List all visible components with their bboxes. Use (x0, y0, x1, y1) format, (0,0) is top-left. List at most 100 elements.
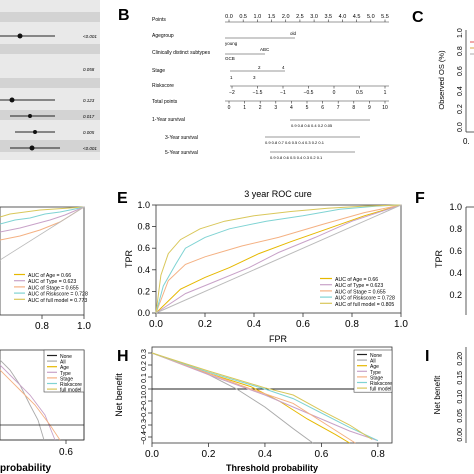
dca-axis-ticks: 0.0 0.2 0.4 0.6 0.8−0.4−0.3−0.2−0.10.00.10.2… (141, 349, 385, 460)
points-axis-ticks: 0.0 0.5 1.0 1.5 2.0 2.5 3.0 3.5 4.0 4.5 5.0 5.5 (225, 14, 389, 22)
forest-pvalue: 0.123 (83, 98, 95, 103)
subtype-level: ABC (260, 47, 270, 52)
right-dca-ylabel: Net benefit (433, 375, 442, 414)
roc-y-tick-label: 0.8 (137, 222, 150, 232)
roc-panel-e: E 3 year ROC cure TPR FPR 0.0 0.2 0.4 0.6 0.… (117, 189, 408, 344)
stage-level: 2 (258, 65, 261, 70)
roc-panel-f-fragment: F TPR 1.0 0.8 0.6 0.4 0.2 (415, 190, 474, 315)
total-points-tick-label: 0 (228, 105, 231, 111)
points-tick-label: 4.0 (339, 14, 347, 20)
dca-y-tick-label: 0.1 (141, 373, 148, 383)
series-line (151, 352, 356, 444)
right-dca-ytick: 0.15 (457, 371, 464, 385)
dca-y-tick-label: −0.4 (141, 431, 148, 445)
calibration-ylabel: Observed OS (%) (437, 50, 446, 110)
dca-x-tick-label: 0.6 (314, 449, 328, 460)
total-points-tick-label: 10 (382, 105, 388, 111)
forest-point (33, 130, 37, 134)
forest-pvalue: 0.058 (83, 67, 95, 72)
calibration-ytick: 1.0 (457, 28, 464, 38)
points-tick-label: 3.0 (310, 14, 318, 20)
dca-y-tick-label: −0.1 (141, 395, 148, 409)
agegroup-level: old (290, 31, 297, 36)
series-line (151, 352, 379, 442)
series-line (155, 204, 402, 314)
series-line (155, 204, 402, 314)
nomogram-row-label: Agegroup (152, 33, 174, 39)
total-points-tick-label: 2 (259, 105, 262, 111)
legend-label: AUC of full model = 0.805 (335, 302, 394, 308)
series-line (155, 204, 402, 314)
series-line (155, 204, 402, 314)
calibration-xtick: 0. (463, 137, 470, 146)
nomogram-panel: B Points 0.0 0.5 1.0 1.5 2.0 2.5 3.0 3.5 4.0 4.5 5… (118, 7, 389, 160)
roc-x-tick-label: 0.8 (345, 319, 359, 330)
dca-series (151, 352, 392, 444)
right-roc-ylabel: TPR (434, 249, 444, 268)
total-points-axis-ticks: 0 1 2 3 4 5 6 7 8 9 10 (228, 101, 388, 111)
left-dca-curve (0, 369, 61, 441)
roc-ylabel: TPR (124, 249, 134, 268)
left-dca-xlabel: probability (0, 463, 52, 474)
dca-x-tick-label: 0.8 (371, 449, 385, 460)
total-points-tick-label: 8 (352, 105, 355, 111)
forest-band (0, 78, 100, 88)
points-tick-label: 2.5 (296, 14, 304, 20)
legend-label: Riskscore (370, 381, 392, 387)
nomogram-row-label: Stage (152, 68, 165, 74)
left-roc-xtick: 1.0 (77, 321, 91, 332)
roc-y-tick-label: 0.6 (137, 243, 150, 253)
dca-panel-h: H Net benefit Threshold probability 0.0 0… (114, 346, 393, 473)
forest-plot-fragment: <0.001 0.058 0.123 0.017 0.005 <0.001 (0, 0, 100, 160)
legend-label: Stage (370, 375, 383, 381)
riskscore-tick-label: −1.5 (253, 90, 263, 96)
legend-label: AUC of Age = 0.66 (335, 277, 378, 283)
panel-label-i: I (425, 348, 429, 365)
forest-band (0, 140, 100, 152)
agegroup-level: young (225, 41, 238, 46)
panel-label-h: H (117, 348, 129, 365)
forest-band (0, 44, 100, 54)
points-tick-label: 0.0 (225, 14, 233, 20)
dca-y-tick-label: −0.3 (141, 419, 148, 433)
legend-label: AUC of Type = 0.623 (28, 279, 76, 285)
nomogram-row-label: Points (152, 17, 166, 23)
survival-1y-ticks: 0.9 0.8 0.6 0.4 0.2 0.05 (291, 123, 333, 128)
points-tick-label: 3.5 (324, 14, 332, 20)
right-dca-ytick: 0.05 (457, 409, 464, 423)
roc-x-tick-label: 0.6 (296, 319, 310, 330)
total-points-tick-label: 9 (368, 105, 371, 111)
right-roc-ytick: 0.8 (449, 224, 462, 234)
stage-level: 4 (282, 65, 285, 70)
calibration-ytick: 0.4 (457, 86, 464, 96)
left-roc-reference (0, 206, 85, 261)
dca-ylabel: Net benefit (114, 373, 124, 417)
legend-label: AUC of Type = 0.623 (335, 283, 383, 289)
points-tick-label: 1.5 (268, 14, 276, 20)
riskscore-tick-label: 0.5 (356, 90, 363, 96)
dca-x-tick-label: 0.0 (145, 449, 159, 460)
calibration-panel-fragment: C Observed OS (%) 0.0 0.2 0.4 0.6 0.8 1.… (412, 9, 474, 146)
dca-y-tick-label: −0.2 (141, 407, 148, 421)
forest-pvalue: 0.017 (83, 114, 95, 119)
nomogram-row-label: Clinically distinct subtypes (152, 50, 211, 56)
dca-x-tick-label: 0.4 (258, 449, 272, 460)
riskscore-axis-ticks: −2 −1.5 −1 −0.5 0 0.5 1 (229, 86, 387, 96)
legend-label: None (60, 354, 72, 360)
right-dca-ytick: 0.10 (457, 390, 464, 404)
riskscore-tick-label: 1 (384, 90, 387, 96)
legend-label: Age (60, 365, 69, 371)
left-roc-curve (0, 206, 85, 218)
legend-label: Type (370, 370, 381, 376)
legend-label: AUC of Riskscore = 0.728 (335, 296, 395, 302)
forest-band (0, 12, 100, 22)
forest-band (0, 110, 100, 120)
legend-label: None (370, 353, 382, 359)
roc-x-tick-label: 0.0 (149, 319, 163, 330)
legend-label: Stage (60, 376, 73, 382)
roc-axis-ticks: 0.0 0.2 0.4 0.6 0.8 1.0 0.0 0.2 0.4 0.6 0.8 1.0 (137, 200, 408, 330)
riskscore-tick-label: 0 (333, 90, 336, 96)
right-roc-ytick: 0.2 (449, 290, 462, 300)
riskscore-tick-label: −0.5 (304, 90, 314, 96)
points-tick-label: 5.0 (367, 14, 375, 20)
